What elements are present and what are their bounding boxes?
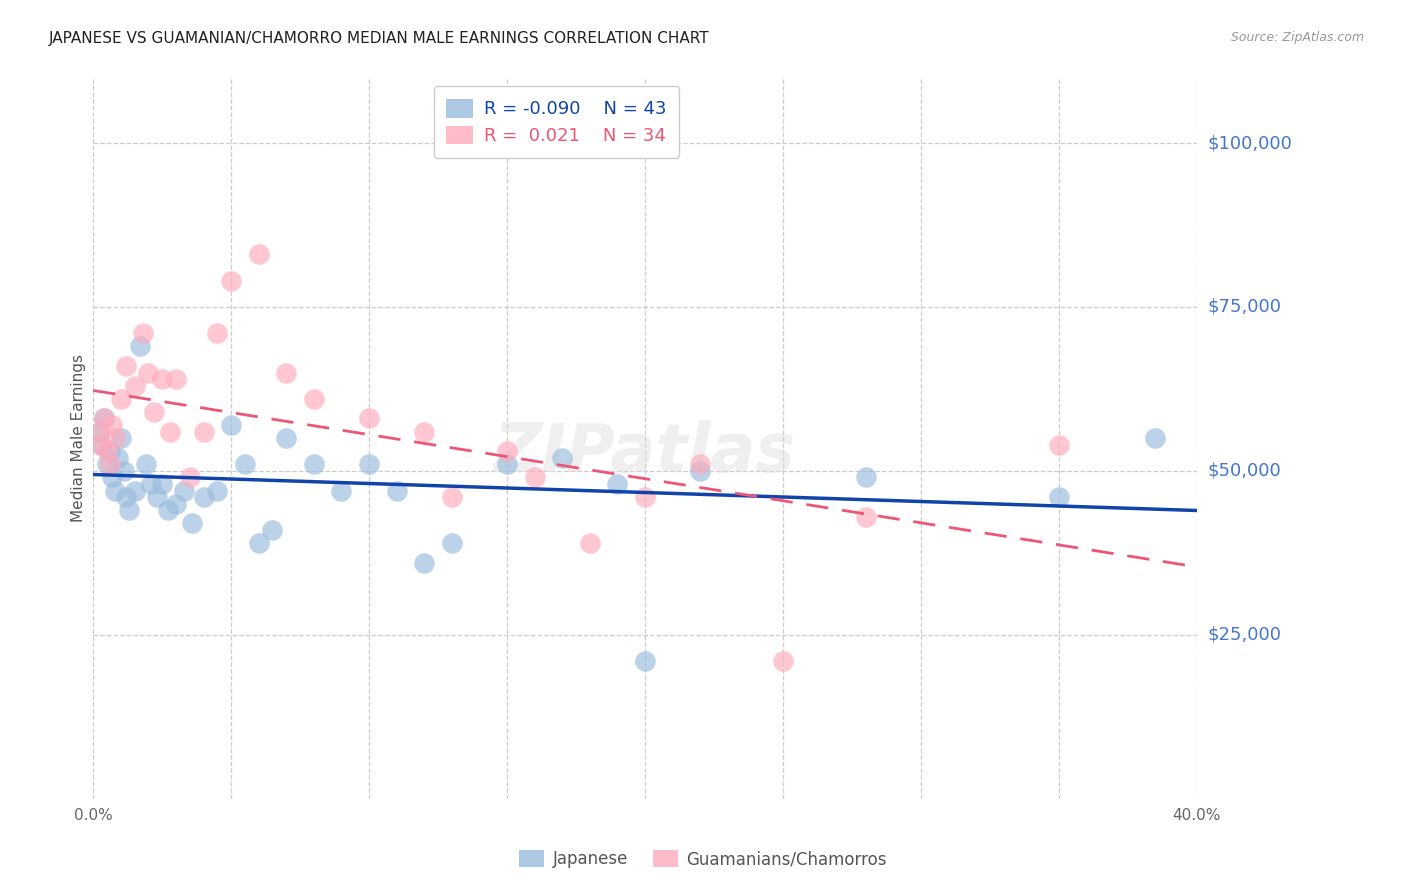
Point bbox=[772, 654, 794, 668]
Point bbox=[357, 458, 380, 472]
Point bbox=[101, 417, 124, 432]
Point bbox=[115, 490, 138, 504]
Point bbox=[496, 458, 519, 472]
Text: ZIPatlas: ZIPatlas bbox=[494, 419, 796, 485]
Point bbox=[129, 339, 152, 353]
Point bbox=[413, 556, 436, 570]
Point bbox=[357, 411, 380, 425]
Point bbox=[1144, 431, 1167, 445]
Point bbox=[233, 458, 256, 472]
Point bbox=[156, 503, 179, 517]
Point bbox=[124, 378, 146, 392]
Point bbox=[132, 326, 155, 341]
Text: JAPANESE VS GUAMANIAN/CHAMORRO MEDIAN MALE EARNINGS CORRELATION CHART: JAPANESE VS GUAMANIAN/CHAMORRO MEDIAN MA… bbox=[49, 31, 710, 46]
Point bbox=[247, 247, 270, 261]
Point bbox=[262, 523, 284, 537]
Point bbox=[181, 516, 204, 531]
Point bbox=[104, 431, 127, 445]
Point bbox=[193, 425, 215, 439]
Point bbox=[90, 437, 112, 451]
Point bbox=[207, 483, 229, 498]
Point bbox=[179, 470, 201, 484]
Point bbox=[634, 490, 657, 504]
Point bbox=[606, 477, 628, 491]
Legend: Japanese, Guamanians/Chamorros: Japanese, Guamanians/Chamorros bbox=[513, 843, 893, 875]
Point bbox=[440, 490, 463, 504]
Y-axis label: Median Male Earnings: Median Male Earnings bbox=[72, 354, 86, 522]
Point bbox=[165, 497, 187, 511]
Point bbox=[159, 425, 181, 439]
Point bbox=[385, 483, 408, 498]
Point bbox=[689, 458, 711, 472]
Point bbox=[142, 405, 165, 419]
Point bbox=[173, 483, 195, 498]
Point bbox=[634, 654, 657, 668]
Text: $25,000: $25,000 bbox=[1208, 626, 1282, 644]
Point bbox=[93, 411, 115, 425]
Point bbox=[496, 444, 519, 458]
Point bbox=[98, 458, 121, 472]
Point bbox=[302, 458, 325, 472]
Text: $75,000: $75,000 bbox=[1208, 298, 1282, 316]
Point bbox=[98, 444, 121, 458]
Point bbox=[145, 490, 167, 504]
Point bbox=[1047, 437, 1070, 451]
Point bbox=[247, 536, 270, 550]
Point bbox=[110, 431, 132, 445]
Point bbox=[118, 503, 141, 517]
Point bbox=[93, 411, 115, 425]
Point bbox=[523, 470, 546, 484]
Point bbox=[855, 470, 877, 484]
Point bbox=[110, 392, 132, 406]
Point bbox=[219, 417, 242, 432]
Point bbox=[124, 483, 146, 498]
Point bbox=[855, 509, 877, 524]
Text: Source: ZipAtlas.com: Source: ZipAtlas.com bbox=[1230, 31, 1364, 45]
Point bbox=[207, 326, 229, 341]
Point bbox=[150, 477, 173, 491]
Point bbox=[413, 425, 436, 439]
Point bbox=[219, 274, 242, 288]
Point bbox=[578, 536, 600, 550]
Point bbox=[87, 425, 110, 439]
Point bbox=[96, 444, 118, 458]
Point bbox=[115, 359, 138, 373]
Point bbox=[302, 392, 325, 406]
Point bbox=[551, 450, 574, 465]
Text: $50,000: $50,000 bbox=[1208, 462, 1281, 480]
Point bbox=[330, 483, 353, 498]
Text: $100,000: $100,000 bbox=[1208, 134, 1292, 152]
Point bbox=[96, 458, 118, 472]
Point bbox=[1047, 490, 1070, 504]
Legend: R = -0.090    N = 43, R =  0.021    N = 34: R = -0.090 N = 43, R = 0.021 N = 34 bbox=[434, 87, 679, 158]
Point bbox=[689, 464, 711, 478]
Point bbox=[104, 483, 127, 498]
Point bbox=[90, 437, 112, 451]
Point bbox=[112, 464, 135, 478]
Point bbox=[165, 372, 187, 386]
Point bbox=[276, 366, 298, 380]
Point bbox=[139, 477, 162, 491]
Point bbox=[107, 450, 129, 465]
Point bbox=[276, 431, 298, 445]
Point bbox=[135, 458, 157, 472]
Point bbox=[87, 425, 110, 439]
Point bbox=[150, 372, 173, 386]
Point bbox=[193, 490, 215, 504]
Point bbox=[440, 536, 463, 550]
Point bbox=[138, 366, 160, 380]
Point bbox=[101, 470, 124, 484]
